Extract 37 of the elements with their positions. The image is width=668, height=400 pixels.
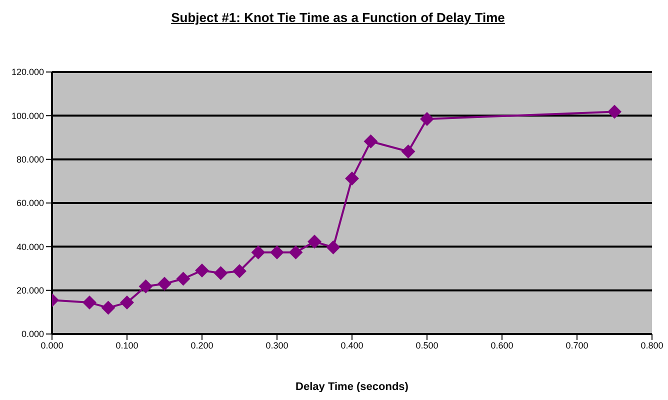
y-tick-label: 80.000	[16, 154, 44, 165]
point	[176, 272, 190, 286]
point	[288, 245, 303, 260]
x-tick-label: 0.500	[416, 340, 438, 350]
y-tick-label: 60.000	[16, 198, 44, 208]
x-tick-label: 0.600	[490, 340, 514, 350]
y-tick-label: 120.000	[11, 67, 44, 78]
point	[364, 134, 378, 148]
point	[608, 104, 622, 119]
point	[158, 276, 172, 291]
x-tick-label: 0.800	[640, 340, 664, 350]
point	[251, 245, 266, 260]
point	[420, 112, 434, 126]
point	[138, 279, 153, 294]
y-tick-label: 40.000	[16, 242, 44, 252]
point	[401, 144, 416, 158]
point	[270, 245, 284, 260]
point	[101, 300, 116, 315]
x-tick-label: 0.200	[190, 340, 214, 350]
chart-title: Subject #1: Knot Tie Time as a Function of Delay Time	[170, 10, 506, 25]
x-tick-label: 0.400	[340, 340, 364, 350]
y-tick-label: 100.000	[11, 110, 44, 121]
point	[326, 240, 340, 254]
point	[214, 266, 228, 280]
x-tick-label: 0.300	[266, 340, 288, 350]
x-tick-label: 0.700	[566, 340, 588, 350]
point	[308, 234, 322, 249]
y-tick-label: 0.000	[21, 329, 44, 340]
point	[345, 172, 359, 186]
point	[195, 263, 209, 278]
x-axis-title: Delay Time (seconds)	[296, 381, 409, 393]
point	[120, 296, 134, 310]
y-tick-label: 20.000	[16, 286, 44, 296]
point	[232, 264, 246, 278]
point	[82, 296, 96, 310]
x-tick-label: 0.000	[40, 340, 64, 350]
x-tick-label: 0.100	[116, 340, 138, 350]
